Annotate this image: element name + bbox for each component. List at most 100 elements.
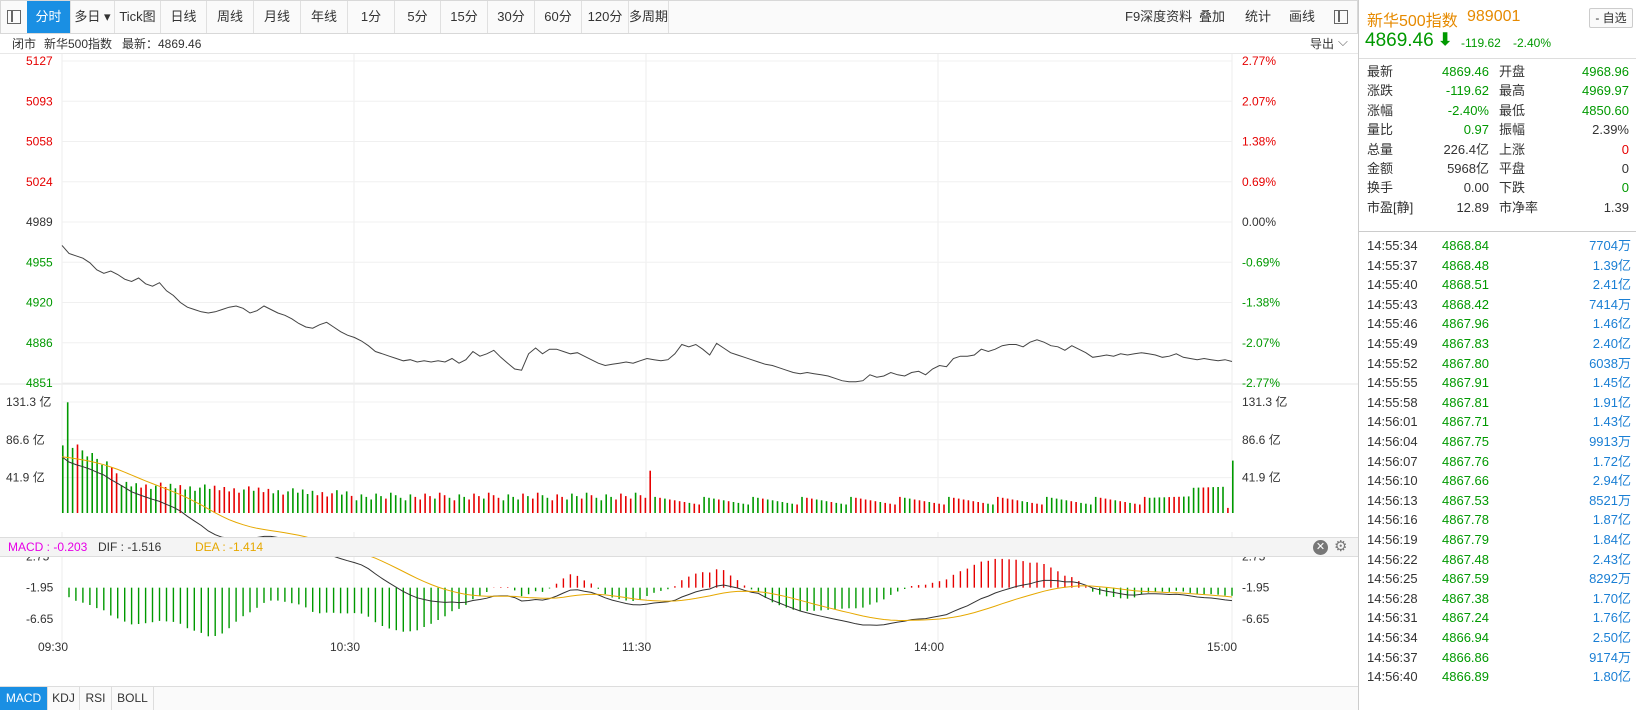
tick-time: 14:55:37 <box>1367 257 1418 273</box>
volume-bar <box>404 500 407 513</box>
tick-row: 14:56:31 4867.24 1.76亿 <box>1359 608 1636 629</box>
quote-value: 0.00 <box>1463 180 1489 196</box>
tab-kdj[interactable]: KDJ <box>48 687 80 710</box>
volume-bar <box>223 487 226 513</box>
volume-bar <box>747 504 749 513</box>
tab-daily[interactable]: 日线 <box>161 1 207 33</box>
volume-bar <box>904 497 906 513</box>
tab-weekly[interactable]: 周线 <box>207 1 254 33</box>
volume-bar <box>272 493 275 513</box>
divider <box>1359 58 1636 59</box>
toolbar-stats-button[interactable]: 统计 <box>1245 9 1272 24</box>
tab-60min[interactable]: 60分 <box>535 1 582 33</box>
tab-120min[interactable]: 120分 <box>582 1 629 33</box>
volume-bar <box>414 496 417 513</box>
export-button[interactable]: 导出 <box>1310 37 1335 51</box>
panel-toggle-icon[interactable] <box>1334 10 1348 24</box>
volume-bar <box>972 501 975 513</box>
volume-bar <box>345 491 348 513</box>
volume-bar <box>713 498 715 513</box>
volume-bar <box>424 493 426 513</box>
tab-1min[interactable]: 1分 <box>348 1 395 33</box>
quote-label: 最高 <box>1499 83 1526 99</box>
quote-value: 5968亿 <box>1447 161 1489 176</box>
volume-bar <box>1036 503 1038 513</box>
volume-bar <box>1021 501 1024 513</box>
tab-30min[interactable]: 30分 <box>488 1 535 33</box>
tab-multiday[interactable]: 多日 ▾ <box>71 1 115 33</box>
volume-bar <box>928 502 931 513</box>
quote-label: 下跌 <box>1499 180 1526 196</box>
tick-time: 14:56:19 <box>1367 532 1418 547</box>
tick-volume: 1.45亿 <box>1592 375 1631 391</box>
volume-bar <box>908 498 911 513</box>
volume-bar <box>962 499 965 513</box>
tick-price: 4867.91 <box>1442 375 1489 391</box>
tick-row: 14:56:07 4867.76 1.72亿 <box>1359 452 1636 473</box>
volume-bar <box>801 496 803 513</box>
tab-intraday[interactable]: 分时 <box>27 1 71 33</box>
volume-bar <box>91 453 93 513</box>
tab-tick[interactable]: Tick图 <box>115 1 161 33</box>
gear-icon[interactable]: ⚙ <box>1334 538 1348 555</box>
volume-bar <box>600 500 603 513</box>
tab-15min[interactable]: 15分 <box>441 1 488 33</box>
volume-bar <box>262 492 265 513</box>
volume-bar <box>698 504 700 513</box>
tab-boll[interactable]: BOLL <box>112 687 154 710</box>
tick-volume: 8292万 <box>1589 571 1631 587</box>
volume-bar <box>1075 502 1077 513</box>
tab-monthly[interactable]: 月线 <box>254 1 301 33</box>
volume-bar <box>316 495 319 513</box>
volume-bar <box>301 489 304 513</box>
volume-bar <box>248 486 250 513</box>
tab-multiperiod[interactable]: 多周期 <box>629 1 669 33</box>
watchlist-button[interactable]: - 自选 <box>1589 8 1633 28</box>
tick-volume: 2.94亿 <box>1592 473 1631 489</box>
volume-bar <box>879 502 882 513</box>
volume-bar <box>1011 499 1014 513</box>
chevron-down-icon[interactable]: ⌵ <box>1338 34 1348 49</box>
volume-bar <box>869 500 872 513</box>
toolbar-draw-button[interactable]: 画线 <box>1289 9 1316 24</box>
toolbar-overlay-button[interactable]: 叠加 <box>1199 9 1226 24</box>
volume-bar <box>487 492 490 513</box>
volume-bar <box>292 488 294 513</box>
tick-row: 14:56:25 4867.59 8292万 <box>1359 569 1636 590</box>
quote-label: 总量 <box>1367 141 1394 157</box>
volume-tick-label: 86.6 亿 <box>1242 432 1281 447</box>
quote-row: 市盈[静] 12.89 市净率 1.39 <box>1359 198 1636 218</box>
volume-bars <box>62 402 1234 513</box>
divider <box>1359 231 1636 232</box>
volume-bar <box>233 488 235 513</box>
volume-bar <box>1232 460 1234 513</box>
intraday-chart[interactable]: 5127 2.77% 5093 2.07% 5058 1.38% 5024 0.69% 4989… <box>0 54 1358 710</box>
tick-row: 14:55:34 4868.84 7704万 <box>1359 236 1636 257</box>
tick-price: 4867.80 <box>1442 355 1489 371</box>
volume-tick-label: 41.9 亿 <box>1242 470 1281 485</box>
volume-bar <box>380 496 382 513</box>
volume-bar <box>1143 496 1146 513</box>
toolbar-f9-link[interactable]: F9深度资料 <box>1125 9 1193 24</box>
quote-value: 4968.96 <box>1582 64 1629 79</box>
quote-value: 4850.60 <box>1582 102 1629 118</box>
tick-time: 14:55:58 <box>1367 394 1418 410</box>
arrow-down-icon: ⬇ <box>1438 30 1453 49</box>
close-icon[interactable]: ✕ <box>1313 540 1328 555</box>
volume-bar <box>179 485 182 513</box>
volume-bar <box>81 450 84 513</box>
tab-5min[interactable]: 5分 <box>395 1 441 33</box>
volume-bar <box>615 499 617 513</box>
tab-macd[interactable]: MACD <box>0 687 48 710</box>
volume-bar <box>1085 503 1087 513</box>
volume-bar <box>174 488 177 513</box>
tab-rsi[interactable]: RSI <box>80 687 112 710</box>
volume-bar <box>208 488 211 513</box>
quote-value: 0 <box>1621 161 1629 176</box>
sidebar-toggle-icon[interactable] <box>7 10 21 24</box>
volume-bar <box>115 473 118 513</box>
volume-bar <box>169 483 172 513</box>
tick-row: 14:56:19 4867.79 1.84亿 <box>1359 530 1636 551</box>
tab-yearly[interactable]: 年线 <box>301 1 348 33</box>
macd-tick-label: -6.65 <box>26 612 54 626</box>
